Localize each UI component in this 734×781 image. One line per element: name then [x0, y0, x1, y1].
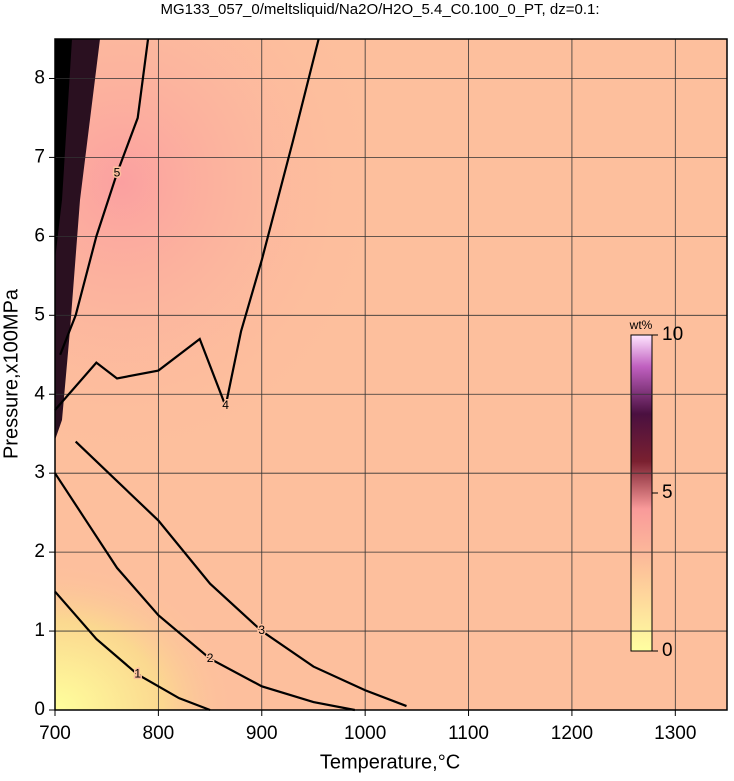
contour-label: 5	[114, 165, 121, 179]
x-axis-label: Temperature,°C	[320, 751, 460, 773]
contour-line	[74, 440, 407, 708]
colorbar-tick-label: 0	[662, 640, 673, 661]
colorbar	[630, 334, 653, 652]
plot-frame	[54, 38, 728, 711]
contour-label: 3	[258, 623, 265, 637]
y-tick-label: 8	[34, 67, 45, 88]
y-tick-label: 6	[34, 225, 45, 246]
field	[55, 39, 727, 710]
y-tick-label: 3	[34, 462, 45, 483]
y-tick-label: 0	[34, 699, 45, 720]
contour-line	[54, 472, 356, 712]
x-tick-label: 1300	[654, 723, 696, 744]
y-axis-label: Pressure,x100MPa	[0, 288, 22, 459]
colorbar-tick-label: 10	[662, 324, 683, 345]
y-tick-label: 2	[34, 541, 45, 562]
y-tick-label: 4	[34, 383, 45, 404]
x-tick-label: 700	[39, 723, 71, 744]
chart-title: MG133_057_0/meltsliquid/Na2O/H2O_5.4_C0.…	[160, 1, 599, 18]
contour-label: 1	[134, 667, 141, 681]
contour-label: 4	[222, 398, 229, 412]
x-tick-label: 1100	[448, 723, 489, 744]
colorbar-label: wt%	[629, 318, 653, 332]
y-tick-label: 1	[34, 620, 45, 641]
x-tick-label: 900	[246, 723, 278, 744]
contour-line	[54, 590, 211, 712]
colorbar-tick-label: 5	[662, 482, 673, 503]
x-tick-label: 1200	[551, 723, 593, 744]
contour-line	[59, 38, 150, 356]
contour-label: 2	[207, 651, 214, 665]
y-tick-label: 5	[34, 304, 45, 325]
contour-line	[54, 38, 320, 411]
y-tick-label: 7	[34, 146, 45, 167]
x-tick-label: 1000	[344, 723, 386, 744]
x-tick-label: 800	[143, 723, 175, 744]
